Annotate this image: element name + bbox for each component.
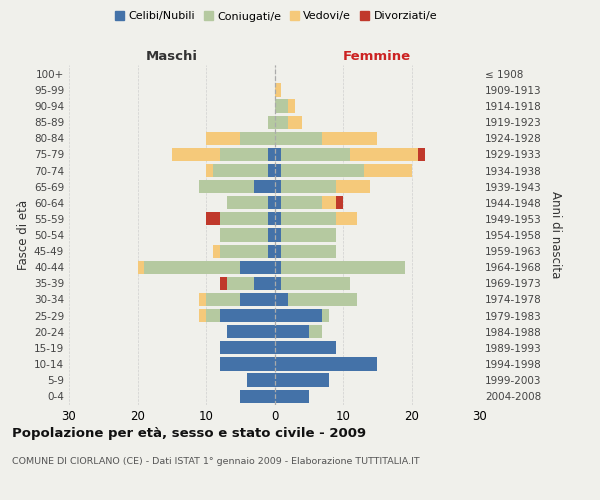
Bar bbox=[220, 148, 268, 161]
Bar bbox=[281, 244, 336, 258]
Bar bbox=[145, 260, 240, 274]
Y-axis label: Anni di nascita: Anni di nascita bbox=[548, 192, 562, 278]
Bar bbox=[364, 164, 412, 177]
Bar bbox=[281, 196, 322, 209]
Bar bbox=[220, 341, 275, 354]
Bar bbox=[275, 164, 281, 177]
Bar bbox=[275, 309, 322, 322]
Bar bbox=[220, 228, 268, 241]
Bar bbox=[254, 276, 275, 290]
Bar bbox=[213, 244, 220, 258]
Bar bbox=[220, 244, 268, 258]
Bar bbox=[275, 244, 281, 258]
Bar bbox=[240, 260, 275, 274]
Bar bbox=[268, 212, 275, 226]
Bar bbox=[275, 148, 281, 161]
Bar bbox=[227, 276, 254, 290]
Bar bbox=[206, 293, 240, 306]
Bar bbox=[275, 260, 281, 274]
Bar bbox=[172, 148, 220, 161]
Bar bbox=[227, 196, 268, 209]
Bar bbox=[275, 212, 281, 226]
Text: COMUNE DI CIORLANO (CE) - Dati ISTAT 1° gennaio 2009 - Elaborazione TUTTITALIA.I: COMUNE DI CIORLANO (CE) - Dati ISTAT 1° … bbox=[12, 458, 419, 466]
Bar bbox=[199, 180, 254, 194]
Bar bbox=[322, 196, 336, 209]
Bar bbox=[268, 164, 275, 177]
Bar bbox=[268, 148, 275, 161]
Bar bbox=[275, 196, 281, 209]
Bar bbox=[288, 293, 356, 306]
Bar bbox=[268, 116, 275, 129]
Bar bbox=[350, 148, 418, 161]
Bar bbox=[336, 180, 370, 194]
Bar bbox=[275, 293, 288, 306]
Bar bbox=[213, 164, 268, 177]
Bar bbox=[275, 341, 336, 354]
Bar bbox=[240, 132, 275, 145]
Bar bbox=[281, 164, 364, 177]
Bar bbox=[268, 196, 275, 209]
Bar bbox=[322, 132, 377, 145]
Text: Femmine: Femmine bbox=[343, 50, 412, 62]
Bar bbox=[240, 390, 275, 402]
Bar bbox=[268, 228, 275, 241]
Bar bbox=[275, 390, 309, 402]
Bar bbox=[254, 180, 275, 194]
Bar bbox=[206, 132, 240, 145]
Bar bbox=[288, 116, 302, 129]
Bar bbox=[227, 325, 275, 338]
Bar bbox=[309, 325, 322, 338]
Bar bbox=[199, 293, 206, 306]
Bar bbox=[275, 276, 281, 290]
Bar bbox=[275, 180, 281, 194]
Bar bbox=[418, 148, 425, 161]
Bar bbox=[220, 212, 268, 226]
Bar bbox=[275, 358, 377, 370]
Bar bbox=[281, 148, 350, 161]
Bar bbox=[240, 293, 275, 306]
Bar bbox=[281, 276, 350, 290]
Bar bbox=[220, 276, 227, 290]
Bar bbox=[275, 132, 322, 145]
Bar bbox=[281, 260, 404, 274]
Bar bbox=[220, 309, 275, 322]
Bar bbox=[137, 260, 145, 274]
Bar bbox=[206, 164, 213, 177]
Bar bbox=[206, 309, 220, 322]
Bar bbox=[281, 228, 336, 241]
Bar bbox=[288, 100, 295, 112]
Bar bbox=[275, 228, 281, 241]
Bar bbox=[275, 374, 329, 386]
Bar bbox=[336, 212, 356, 226]
Text: Popolazione per età, sesso e stato civile - 2009: Popolazione per età, sesso e stato civil… bbox=[12, 428, 366, 440]
Y-axis label: Fasce di età: Fasce di età bbox=[17, 200, 30, 270]
Bar bbox=[281, 212, 336, 226]
Bar bbox=[275, 100, 288, 112]
Bar bbox=[220, 358, 275, 370]
Text: Maschi: Maschi bbox=[146, 50, 198, 62]
Bar bbox=[247, 374, 275, 386]
Bar bbox=[275, 84, 281, 96]
Bar bbox=[275, 325, 309, 338]
Bar bbox=[322, 309, 329, 322]
Bar bbox=[281, 180, 336, 194]
Bar bbox=[275, 116, 288, 129]
Bar bbox=[268, 244, 275, 258]
Bar bbox=[336, 196, 343, 209]
Legend: Celibi/Nubili, Coniugati/e, Vedovi/e, Divorziati/e: Celibi/Nubili, Coniugati/e, Vedovi/e, Di… bbox=[112, 8, 440, 25]
Bar bbox=[199, 309, 206, 322]
Bar bbox=[206, 212, 220, 226]
